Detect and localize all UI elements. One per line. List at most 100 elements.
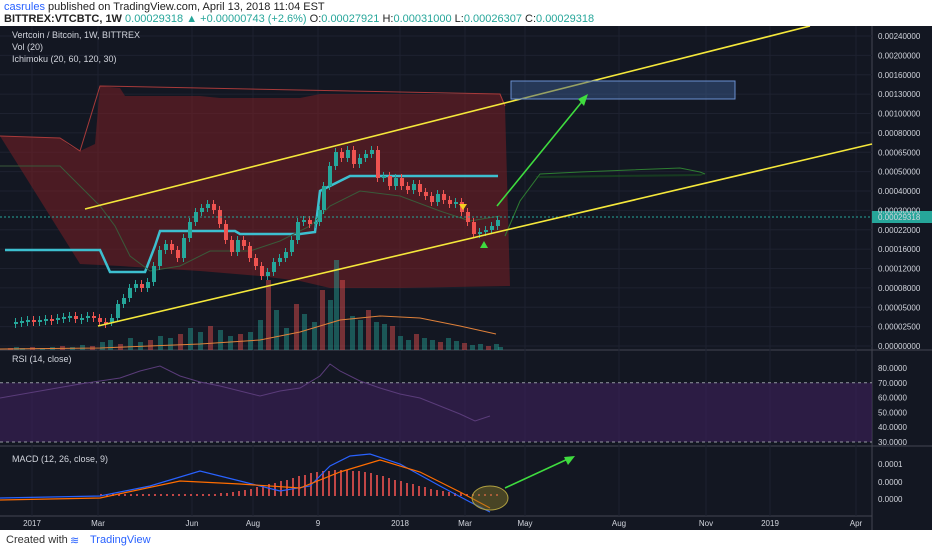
macd-histogram-bar [160, 494, 162, 496]
macd-histogram-bar [268, 484, 270, 496]
author-name[interactable]: casrules [4, 1, 45, 13]
chart-canvas[interactable]: 0.00029318 0.00240000 0.00200000 0.0016000… [0, 26, 932, 530]
macd-histogram-bar [346, 470, 348, 496]
macd-histogram-bar [100, 494, 102, 496]
candle-body [496, 220, 500, 226]
open-value: 0.00027921 [321, 13, 380, 25]
open-label: O: [309, 13, 322, 25]
macd-histogram-bar [238, 491, 240, 496]
low-label: L: [454, 13, 464, 25]
macd-histogram-bar [178, 494, 180, 496]
volume-bar [478, 344, 483, 350]
senkou-span-b [0, 85, 506, 152]
price-tick-label: 0.00012000 [878, 265, 921, 274]
brand[interactable]: TradingView [90, 534, 151, 546]
candle-body [334, 152, 338, 166]
low-value: 0.00026307 [463, 13, 522, 25]
macd-histogram-bar [262, 486, 264, 496]
time-tick-label: 9 [316, 519, 321, 528]
footer: Created with ≋ TradingView [0, 530, 932, 550]
macd-arrow [504, 457, 571, 489]
candle-body [266, 272, 270, 276]
close-label: C: [525, 13, 537, 25]
candle-body [38, 320, 42, 322]
volume-bar [80, 345, 85, 350]
volume-bar [218, 330, 223, 350]
volume-bar [158, 336, 163, 350]
macd-histogram-bar [490, 494, 492, 496]
macd-histogram-bar [430, 489, 432, 496]
last-price-tag [872, 211, 932, 223]
candle-body [92, 316, 96, 318]
macd-histogram-bar [256, 487, 258, 496]
axes: 0.00240000 0.00200000 0.00160000 0.00130000… [12, 30, 921, 528]
candle-body [308, 220, 312, 224]
candle-body [134, 284, 138, 288]
candle-body [454, 202, 458, 204]
macd-histogram-bar [118, 494, 120, 496]
volume-bar [334, 260, 339, 350]
macd-tick-label: 0.0000 [878, 478, 903, 487]
candle-body [104, 322, 108, 324]
cloud-area [0, 86, 510, 288]
macd-histogram-bar [340, 470, 342, 496]
macd-histogram-bar [172, 494, 174, 496]
time-tick-label: Apr [850, 519, 863, 528]
volume-bar [390, 326, 395, 350]
candle-body [98, 318, 102, 322]
macd-histogram-bar [436, 490, 438, 496]
price-tick-label: 0.00240000 [878, 32, 921, 41]
candle-body [122, 298, 126, 304]
volume-bar [446, 338, 451, 350]
macd-histogram-bar [208, 494, 210, 496]
time-tick-label: 2018 [391, 519, 409, 528]
price-tick-label: 0.00100000 [878, 110, 921, 119]
tradingview-logo-icon[interactable]: ≋ [70, 535, 80, 547]
price: 0.00029318 [125, 13, 184, 25]
candle-body [116, 304, 120, 318]
candle-body [44, 319, 48, 321]
candle-body [272, 262, 276, 272]
volume-bar [312, 322, 317, 350]
macd-histogram-bar [190, 494, 192, 496]
price-tick-label: 0.00005000 [878, 303, 921, 312]
macd-line [0, 453, 491, 513]
high-label: H: [382, 13, 394, 25]
price-tick-label: 0.00050000 [878, 168, 921, 177]
volume-bar [406, 340, 411, 350]
volume-bar [350, 316, 355, 350]
volume-bar [340, 280, 345, 350]
macd-histogram-bar [124, 494, 126, 496]
macd-histogram-bar [184, 494, 186, 496]
time-tick-label: Mar [91, 519, 105, 528]
candle-body [478, 232, 482, 234]
price-tick-label: 0.00040000 [878, 187, 921, 196]
price-tick-label: 0.00080000 [878, 129, 921, 138]
volume-bar [178, 334, 183, 350]
candle-body [376, 150, 380, 178]
candle-body [110, 318, 114, 322]
macd-histogram-bar [364, 472, 366, 496]
rsi-tick-label: 60.0000 [878, 394, 907, 403]
time-tick-label: Jun [186, 519, 199, 528]
candle-body [86, 316, 90, 318]
close-value: 0.00029318 [536, 13, 595, 25]
candle-body [158, 250, 162, 266]
candle-body [442, 194, 446, 200]
candle-body [296, 222, 300, 240]
candle-body [448, 200, 452, 204]
candle-body [352, 150, 356, 164]
volume-bar [228, 336, 233, 350]
candle-body [146, 282, 150, 288]
time-tick-label: 2017 [23, 519, 41, 528]
volume-bar [148, 340, 153, 350]
rsi-title: RSI (14, close) [12, 354, 72, 364]
macd-histogram-bar [154, 494, 156, 496]
candle-body [318, 210, 322, 222]
volume-bar [374, 322, 379, 350]
projection-arrowhead [578, 94, 588, 106]
high-value: 0.00031000 [393, 13, 452, 25]
volume-bar [414, 334, 419, 350]
change: ▲ +0.00000743 (+2.6%) [186, 13, 307, 25]
candle-body [128, 288, 132, 298]
